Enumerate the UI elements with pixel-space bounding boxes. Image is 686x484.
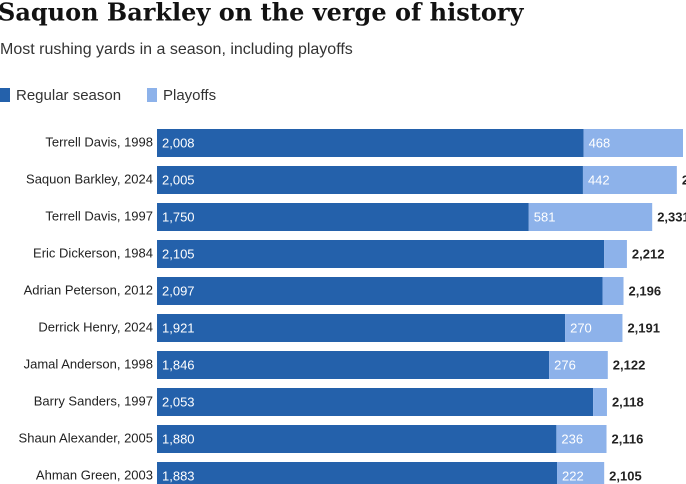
category-label: Derrick Henry, 2024 — [38, 319, 153, 334]
bar-segment — [583, 129, 683, 157]
value-label: 1,846 — [162, 357, 195, 372]
bar-segment — [582, 166, 677, 194]
bar-segment — [565, 314, 623, 342]
total-label: 2,105 — [609, 468, 642, 483]
chart-title: Saquon Barkley on the verge of history — [0, 0, 524, 27]
total-label: 2,118 — [612, 394, 644, 409]
value-label: 270 — [570, 320, 592, 335]
bar-segment — [157, 314, 566, 342]
total-label: 2,116 — [612, 431, 644, 446]
bar-segment — [157, 203, 529, 231]
bar-segment — [556, 425, 607, 453]
value-label: 468 — [589, 135, 611, 150]
value-label: 1,921 — [162, 320, 195, 335]
bar-segment — [157, 166, 583, 194]
total-label: 2,196 — [629, 283, 662, 298]
value-label: 1,883 — [162, 468, 195, 483]
chart-subtitle: Most rushing yards in a season, includin… — [0, 41, 353, 58]
bar-segment — [557, 462, 605, 484]
bar-segment — [157, 351, 550, 379]
bar-segment — [157, 240, 605, 268]
value-label: 2,005 — [162, 172, 195, 187]
bar-segment — [602, 277, 624, 305]
value-label: 276 — [554, 357, 576, 372]
value-label: 442 — [588, 172, 610, 187]
bar-segment — [549, 351, 608, 379]
value-label: 236 — [561, 431, 583, 446]
bar-segment — [157, 129, 584, 157]
value-label: 2,097 — [162, 283, 195, 298]
bar-segment — [604, 240, 627, 268]
total-label: 2,212 — [632, 246, 665, 261]
legend-swatch — [147, 88, 157, 102]
legend-swatch — [0, 88, 10, 102]
value-label: 1,750 — [162, 209, 195, 224]
value-label: 2,008 — [162, 135, 195, 150]
bar-segment — [157, 462, 558, 484]
value-label: 222 — [562, 468, 584, 483]
category-label: Barry Sanders, 1997 — [34, 393, 153, 408]
bar-segment — [593, 388, 607, 416]
category-label: Eric Dickerson, 1984 — [33, 245, 153, 260]
category-label: Adrian Peterson, 2012 — [24, 282, 153, 297]
bar-segment — [157, 388, 594, 416]
value-label: 2,053 — [162, 394, 195, 409]
bar-segment — [157, 425, 557, 453]
category-label: Jamal Anderson, 1998 — [24, 356, 153, 371]
total-label: 2,122 — [613, 357, 646, 372]
value-label: 2,105 — [162, 246, 195, 261]
category-label: Terrell Davis, 1997 — [45, 208, 153, 223]
legend-label: Playoffs — [163, 87, 216, 104]
category-label: Shaun Alexander, 2005 — [19, 430, 153, 445]
value-label: 581 — [534, 209, 556, 224]
bar-segment — [157, 277, 603, 305]
total-label: 2,191 — [627, 320, 660, 335]
total-label: 2,447 — [682, 172, 686, 187]
category-label: Saquon Barkley, 2024 — [26, 171, 153, 186]
category-label: Ahman Green, 2003 — [36, 467, 153, 482]
category-label: Terrell Davis, 1998 — [45, 134, 153, 149]
value-label: 1,880 — [162, 431, 195, 446]
bar-segment — [528, 203, 653, 231]
total-label: 2,331 — [657, 209, 686, 224]
legend-label: Regular season — [16, 87, 121, 104]
